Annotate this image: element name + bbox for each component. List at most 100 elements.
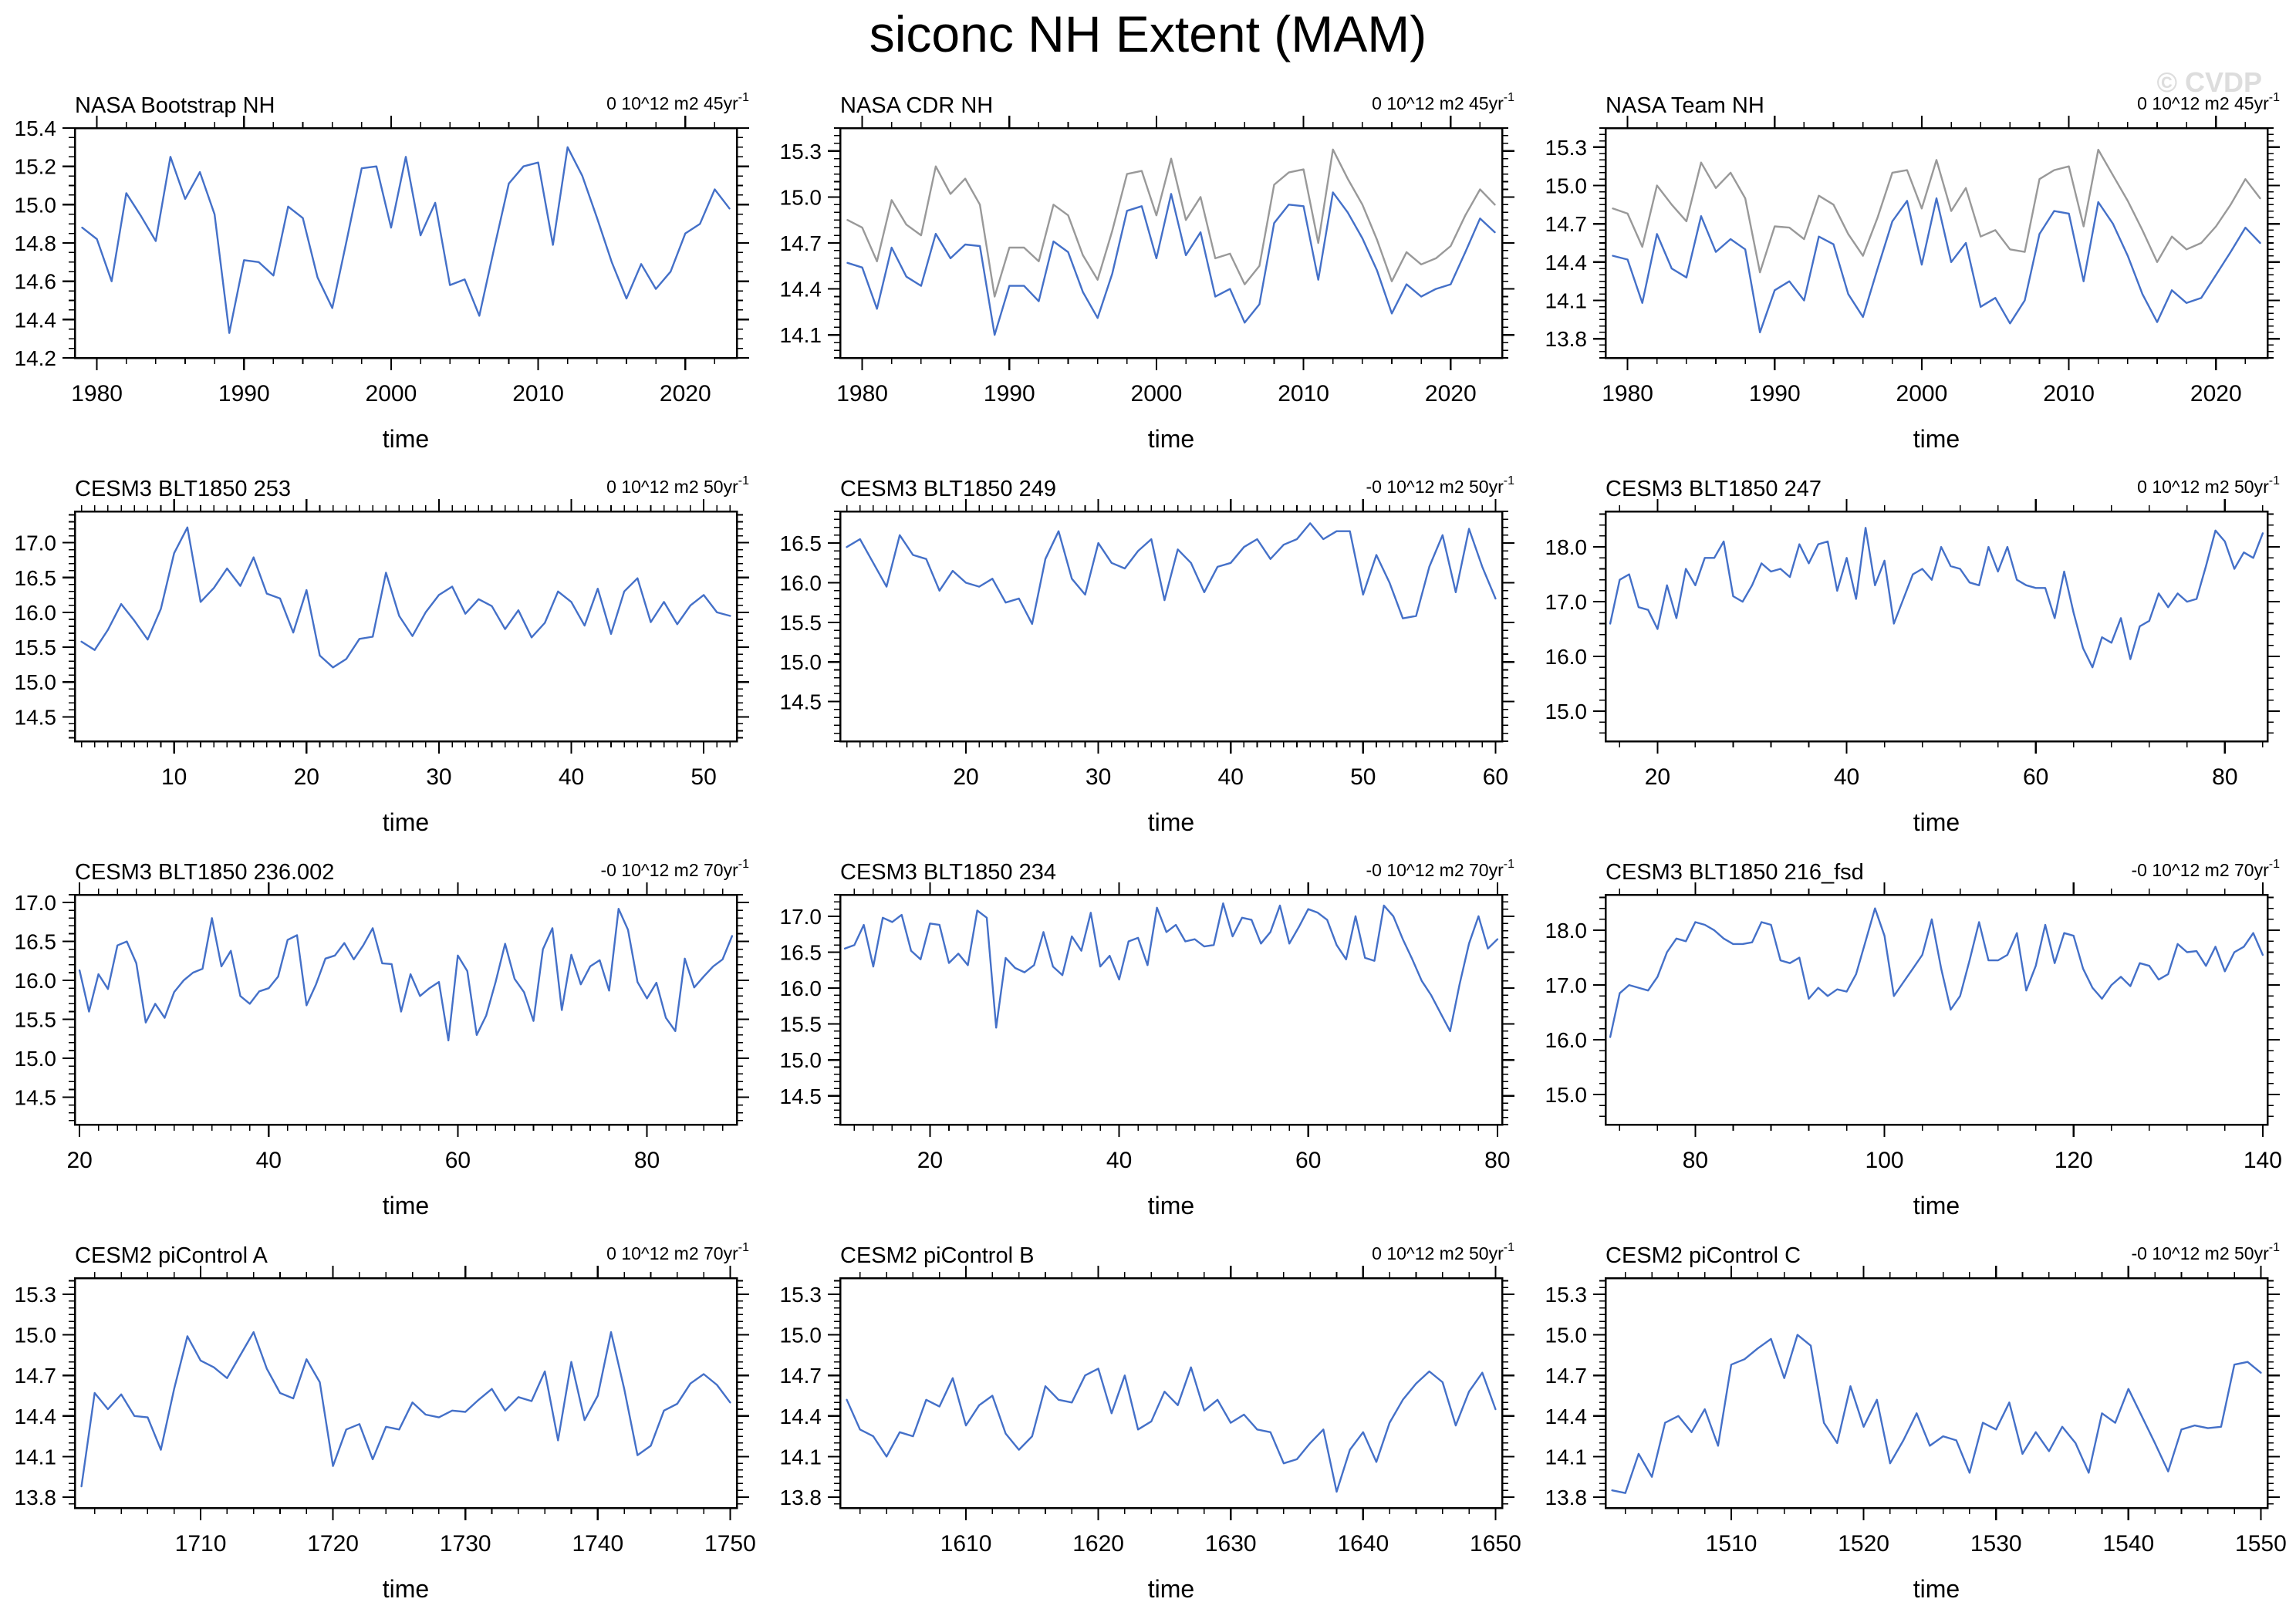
y-axis-tick-label: 14.1 [15,1445,57,1469]
y-axis-tick-label: 14.4 [15,308,57,332]
x-axis-tick-label: 60 [2023,764,2048,790]
y-axis-tick-label: 18.0 [1545,919,1588,943]
plot-frame [1604,510,2269,743]
y-axis-tick-label: 15.3 [780,140,822,164]
panel-trend-annotation: 0 10^12 m2 50yr-1 [606,474,749,497]
x-axis-title: time [1148,1192,1194,1219]
y-axis-tick-label: 14.5 [15,705,57,729]
panel-title: NASA CDR NH [840,93,993,118]
x-axis-tick-label: 50 [690,764,716,790]
series-line-blue [843,902,1499,1033]
plot-frame [839,1277,1504,1509]
x-axis-tick-label: 1510 [1706,1531,1757,1557]
x-axis-tick-label: 2010 [1278,381,1329,406]
x-axis-tick-label: 1750 [704,1531,756,1557]
plot-frame [1604,1277,2269,1509]
series-line-blue [80,1331,731,1488]
x-axis-tick-label: 40 [1106,1148,1132,1173]
x-axis-tick-label: 10 [161,764,187,790]
x-axis-title: time [383,808,429,836]
x-axis-tick-label: 100 [1866,1148,1904,1173]
y-axis-tick-label: 14.2 [15,346,57,370]
x-axis-tick-label: 2020 [2190,381,2242,406]
x-axis-tick-label: 1720 [307,1531,359,1557]
x-axis-tick-label: 1650 [1470,1531,1521,1557]
x-axis-title: time [383,1575,429,1603]
y-axis-tick-label: 16.5 [780,531,822,555]
y-axis-tick-label: 15.0 [15,1324,57,1347]
x-axis-title: time [1913,808,1960,836]
panels-grid: NASA Bootstrap NH 0 10^12 m2 45yr-1 14.2 14… [0,80,2296,1614]
panel-trend-annotation: -0 10^12 m2 70yr-1 [600,858,749,880]
x-axis-tick-label: 80 [634,1148,660,1173]
panel-cesm2-picontrol-a: CESM2 piControl A 0 10^12 m2 70yr-1 13.8 14… [15,1241,756,1603]
x-axis-tick-label: 2000 [366,381,417,406]
y-axis-tick-label: 15.3 [1545,1283,1588,1307]
panel-title: CESM2 piControl A [75,1243,268,1268]
y-axis-tick-label: 15.0 [1545,700,1588,723]
x-axis-tick-label: 1730 [440,1531,491,1557]
y-axis-tick-label: 15.3 [1545,136,1588,160]
y-axis-tick-label: 14.4 [780,1405,822,1428]
panel-cesm2-picontrol-b: CESM2 piControl B 0 10^12 m2 50yr-1 13.8 14… [780,1241,1521,1603]
x-axis-tick-label: 40 [1218,764,1244,790]
y-axis-tick-label: 15.5 [780,611,822,635]
plot-frame [839,510,1504,743]
series-line-blue [80,526,731,669]
x-axis-tick-label: 1640 [1337,1531,1389,1557]
y-axis-tick-label: 16.0 [1545,1028,1588,1052]
panel-trend-annotation: 0 10^12 m2 45yr-1 [606,91,749,113]
y-axis-tick-label: 15.3 [780,1283,822,1307]
x-axis-tick-label: 30 [426,764,451,790]
panel-trend-annotation: -0 10^12 m2 50yr-1 [1366,474,1514,497]
y-axis-tick-label: 17.0 [780,905,822,929]
series-line-blue [1612,197,2261,334]
panel-cesm3-blt1850-247: CESM3 BLT1850 247 0 10^12 m2 50yr-1 15.0 16… [1545,474,2281,836]
y-axis-tick-label: 16.0 [1545,645,1588,669]
x-axis-tick-label: 2000 [1896,381,1948,406]
y-axis-tick-label: 15.0 [15,193,57,217]
y-axis-tick-label: 14.4 [780,278,822,302]
y-axis-tick-label: 14.7 [15,1364,57,1388]
panel-cesm3-blt1850-234: CESM3 BLT1850 234 -0 10^12 m2 70yr-1 14.5 1… [780,858,1515,1219]
x-axis-tick-label: 80 [2212,764,2237,790]
series-line-blue [1609,527,2264,669]
x-axis-tick-label: 1630 [1205,1531,1257,1557]
y-axis-tick-label: 14.4 [1545,251,1588,275]
y-axis-tick-label: 15.0 [1545,1083,1588,1107]
panel-trend-annotation: -0 10^12 m2 70yr-1 [2131,858,2280,880]
panel-trend-annotation: 0 10^12 m2 50yr-1 [1372,1241,1514,1263]
series-line-gray [1612,148,2261,274]
panel-trend-annotation: -0 10^12 m2 70yr-1 [1366,858,1514,880]
x-axis-tick-label: 140 [2244,1148,2282,1173]
x-axis-title: time [383,1192,429,1219]
y-axis-tick-label: 14.6 [15,270,57,294]
x-axis-tick-label: 1620 [1072,1531,1124,1557]
plot-frame [73,893,738,1126]
x-axis-title: time [1148,808,1194,836]
x-axis-tick-label: 60 [445,1148,471,1173]
x-axis-tick-label: 1990 [1749,381,1801,406]
x-axis-tick-label: 2000 [1131,381,1183,406]
x-axis-tick-label: 1980 [71,381,123,406]
y-axis-tick-label: 14.7 [1545,1364,1588,1388]
panel-cesm3-blt1850-249: CESM3 BLT1850 249 -0 10^12 m2 50yr-1 14.5 1… [780,474,1515,836]
panel-trend-annotation: 0 10^12 m2 45yr-1 [2137,91,2280,113]
panel-title: CESM3 BLT1850 234 [840,860,1056,885]
x-axis-tick-label: 40 [256,1148,282,1173]
y-axis-tick-label: 17.0 [15,891,57,915]
x-axis-title: time [1913,1192,1960,1219]
x-axis-tick-label: 1990 [984,381,1035,406]
y-axis-tick-label: 16.0 [780,571,822,595]
panel-trend-annotation: 0 10^12 m2 45yr-1 [1372,91,1514,113]
cvdp-watermark: © CVDP [2156,66,2262,98]
y-axis-tick-label: 16.0 [15,601,57,625]
panel-title: CESM3 BLT1850 236.002 [75,860,334,885]
y-axis-tick-label: 14.4 [15,1405,57,1428]
panel-title: CESM2 piControl C [1606,1243,1801,1268]
panel-trend-annotation: -0 10^12 m2 50yr-1 [2131,1241,2280,1263]
x-axis-title: time [1913,425,1960,453]
plot-frame [73,126,738,359]
y-axis-tick-label: 13.8 [780,1486,822,1509]
